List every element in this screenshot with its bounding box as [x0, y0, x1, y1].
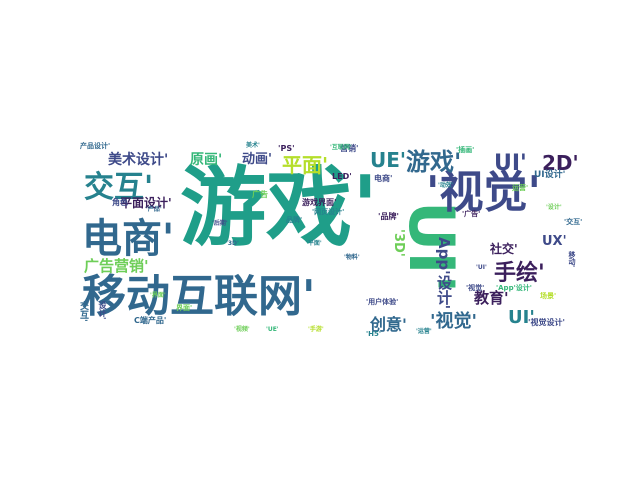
word-shijue-tiny: '视觉' [466, 284, 485, 292]
word-jiemian-small: '界面' [150, 292, 166, 299]
word-ps: 'PS' [278, 144, 295, 153]
word-jiaoyu: 教育' [474, 289, 509, 307]
word-shipin: '视频' [234, 326, 250, 333]
word-guanggao-yingxiao: 广告营销' [84, 257, 149, 275]
word-houqi: '后期' [212, 220, 228, 227]
word-dongxiao: '动效' [438, 182, 454, 189]
word-led: LED' [332, 172, 352, 181]
word-3d: '3D' [391, 229, 406, 257]
word-wuliao: '物料' [344, 254, 360, 261]
word-3d-small: '3D' [226, 240, 239, 247]
word-shijue-medium: '视觉' [430, 311, 478, 332]
word-h5: 'H5' [366, 330, 382, 338]
word-ux: UX' [542, 234, 567, 249]
word-wangye-sheji: '网页设计' [312, 208, 345, 216]
word-pinpai-small: 品牌' [286, 216, 303, 224]
word-sheji-small: '设计' [546, 204, 562, 211]
word-youxi-jiemian: 游戏界面' [302, 198, 337, 207]
word-sheji-vertical: 设计' [98, 301, 107, 320]
word-ui-small: UI' [508, 307, 535, 328]
word-yunying: 运营' [512, 184, 529, 192]
word-changjing: 场景' [540, 292, 557, 300]
word-app-sheji: App'设计' [435, 237, 453, 310]
word-pingmian-sheji: 平面设计' [120, 196, 172, 210]
word-pingmian-small: '平面' [306, 240, 322, 247]
word-meishu-sheji: 美术设计' [108, 152, 169, 168]
word-ui-big: UI' [395, 201, 468, 294]
word-dianshang: 电商' [82, 216, 175, 262]
word-ui-medium: UI' [494, 151, 527, 176]
word-youxi-medium: 游戏' [406, 148, 462, 176]
word-yingxiao: 营销' [340, 144, 359, 153]
word-dianshang-small: 电商' [374, 174, 393, 183]
word-yidong: 移动' [568, 251, 576, 268]
word-c-chanpin: C端产品' [134, 316, 167, 325]
word-shejiao: 社交' [490, 242, 518, 256]
word-guanggao-small: '广告' [462, 210, 481, 218]
word-youxi-big: 游戏' [180, 158, 379, 258]
word-jiemian: 界面' [176, 304, 193, 312]
word-jiaohu-tiny: '交互' [564, 218, 583, 226]
word-ue: UE' [370, 148, 407, 172]
word-yuanhua: 原画' [190, 152, 223, 168]
word-shijue-sheji: '视觉设计' [528, 318, 565, 327]
word-ui-tiny: 'UI' [476, 264, 487, 271]
word-hulianwang: '互联网' [330, 144, 352, 151]
word-meishu: 美术' [246, 142, 260, 149]
word-chanpin: '产品' [146, 206, 162, 213]
word-chahua: '插画' [456, 146, 475, 154]
word-shouyou: '手游' [308, 326, 324, 333]
word-yidong-hulianwang: 移动互联网' [82, 271, 316, 322]
word-yonghu-tiyan: '用户体验' [366, 298, 399, 306]
word-pingmian: 平面' [282, 153, 329, 177]
word-app-sheji-small: 'App'设计' [496, 284, 532, 292]
word-chuangyi: 创意' [370, 315, 407, 334]
word-2d: 2D' [542, 151, 579, 175]
word-donghua: 动画' [242, 152, 272, 167]
word-ui-sheji: UI设计' [534, 170, 566, 180]
word-chanpin-sheji: 产品设计' [80, 142, 111, 150]
word-shouhui: 手绘' [494, 261, 545, 286]
word-guanggao: 广告 [252, 190, 268, 199]
word-ue-small: 'UE' [266, 326, 279, 333]
word-yunying-small: '运营' [416, 328, 432, 335]
word-jiaohu-small: 交互' [78, 301, 88, 322]
word-shijue-large: '视觉' [426, 167, 541, 218]
word-jiaohu-large: 交互' [84, 170, 154, 205]
word-cloud: 游戏' UI' '视觉' 移动互联网' 电商' 交互' 游戏' UI' 2D' … [76, 141, 590, 343]
word-pinpai: '品牌' [378, 212, 399, 221]
word-juese: 角色 [112, 198, 128, 207]
